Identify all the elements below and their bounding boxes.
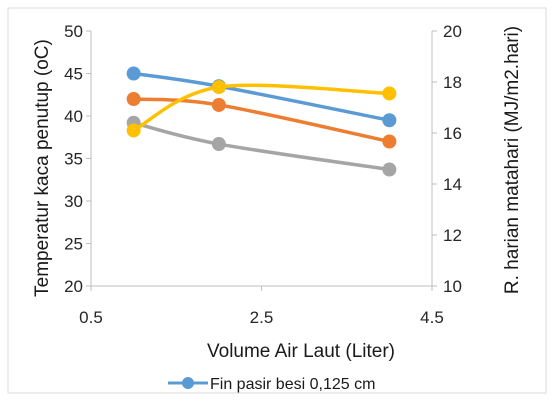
series-point-3	[382, 86, 397, 101]
series-line-2	[131, 121, 392, 172]
series-point-1	[211, 97, 226, 112]
series-point-0	[382, 113, 397, 128]
y-tick-label: 25	[64, 235, 83, 254]
legend-marker	[182, 377, 194, 389]
series-point-0	[126, 66, 141, 81]
legend-label: Fin pasir besi 0,125 cm	[210, 376, 375, 393]
y2-tick-label: 12	[443, 226, 462, 245]
series-layer	[126, 66, 397, 177]
series-point-3	[211, 80, 226, 95]
series-point-2	[382, 162, 397, 177]
y2-tick-label: 10	[443, 277, 462, 296]
legend: Fin pasir besi 0,125 cm	[168, 376, 375, 393]
y-tick-label: 30	[64, 192, 83, 211]
axes-layer: 20 25 30 35 40 45 50 10 12 14 16 18 20 0.5 2.5 4.5	[64, 22, 462, 327]
y-tick-label: 35	[64, 150, 83, 169]
series-line-0	[131, 71, 392, 122]
series-point-1	[382, 134, 397, 149]
y2-tick-label: 18	[443, 73, 462, 92]
y-axis-title: Temperatur kaca penutup (oC)	[32, 39, 53, 297]
y2-tick-label: 16	[443, 124, 462, 143]
y-tick-label: 50	[64, 22, 83, 41]
y2-axis-title: R. harian matahari (MJ/m2.hari)	[502, 26, 523, 294]
series-line-3	[131, 83, 392, 133]
y-tick-label: 20	[64, 277, 83, 296]
chart-area-border	[7, 7, 547, 394]
y2-tick-label: 14	[443, 175, 462, 194]
series-line-1	[131, 97, 392, 144]
y2-tick-label: 20	[443, 22, 462, 41]
y-tick-label: 40	[64, 107, 83, 126]
series-point-3	[126, 123, 141, 138]
x-tick-label: 0.5	[79, 308, 103, 327]
x-tick-label: 4.5	[420, 308, 444, 327]
series-point-2	[211, 137, 226, 152]
x-axis-title: Volume Air Laut (Liter)	[207, 341, 395, 362]
x-tick-label: 2.5	[250, 308, 274, 327]
series-point-1	[126, 92, 141, 106]
y-tick-label: 45	[64, 65, 83, 84]
